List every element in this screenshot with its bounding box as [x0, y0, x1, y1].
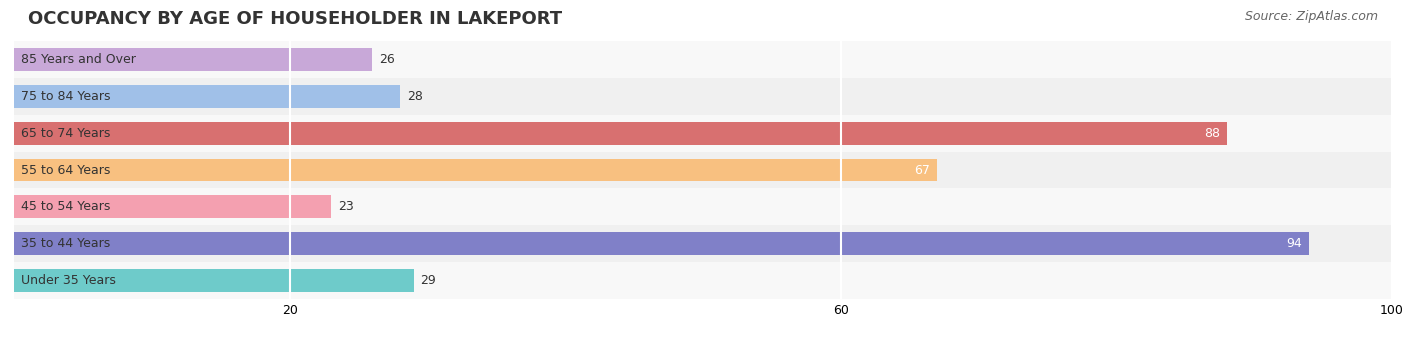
- Text: 29: 29: [420, 274, 436, 287]
- Bar: [14, 262, 1392, 299]
- Bar: [14, 122, 1226, 144]
- Text: 26: 26: [380, 53, 395, 66]
- Bar: [14, 195, 330, 218]
- Bar: [14, 158, 938, 182]
- Text: OCCUPANCY BY AGE OF HOUSEHOLDER IN LAKEPORT: OCCUPANCY BY AGE OF HOUSEHOLDER IN LAKEP…: [28, 10, 562, 28]
- Bar: [14, 269, 413, 292]
- Text: 75 to 84 Years: 75 to 84 Years: [21, 90, 111, 103]
- Text: 28: 28: [406, 90, 423, 103]
- Text: 67: 67: [914, 164, 931, 176]
- Bar: [14, 85, 399, 108]
- Bar: [14, 41, 1392, 78]
- Bar: [14, 48, 373, 71]
- Text: 55 to 64 Years: 55 to 64 Years: [21, 164, 110, 176]
- Text: 85 Years and Over: 85 Years and Over: [21, 53, 136, 66]
- Text: 23: 23: [337, 200, 354, 214]
- Bar: [14, 78, 1392, 115]
- Text: 94: 94: [1286, 237, 1302, 250]
- Bar: [14, 115, 1392, 152]
- Text: Source: ZipAtlas.com: Source: ZipAtlas.com: [1244, 10, 1378, 23]
- Text: 65 to 74 Years: 65 to 74 Years: [21, 126, 110, 140]
- Text: 88: 88: [1204, 126, 1220, 140]
- Text: 35 to 44 Years: 35 to 44 Years: [21, 237, 110, 250]
- Text: 45 to 54 Years: 45 to 54 Years: [21, 200, 110, 214]
- Bar: [14, 188, 1392, 225]
- Text: Under 35 Years: Under 35 Years: [21, 274, 115, 287]
- Bar: [14, 152, 1392, 188]
- Bar: [14, 232, 1309, 255]
- Bar: [14, 225, 1392, 262]
